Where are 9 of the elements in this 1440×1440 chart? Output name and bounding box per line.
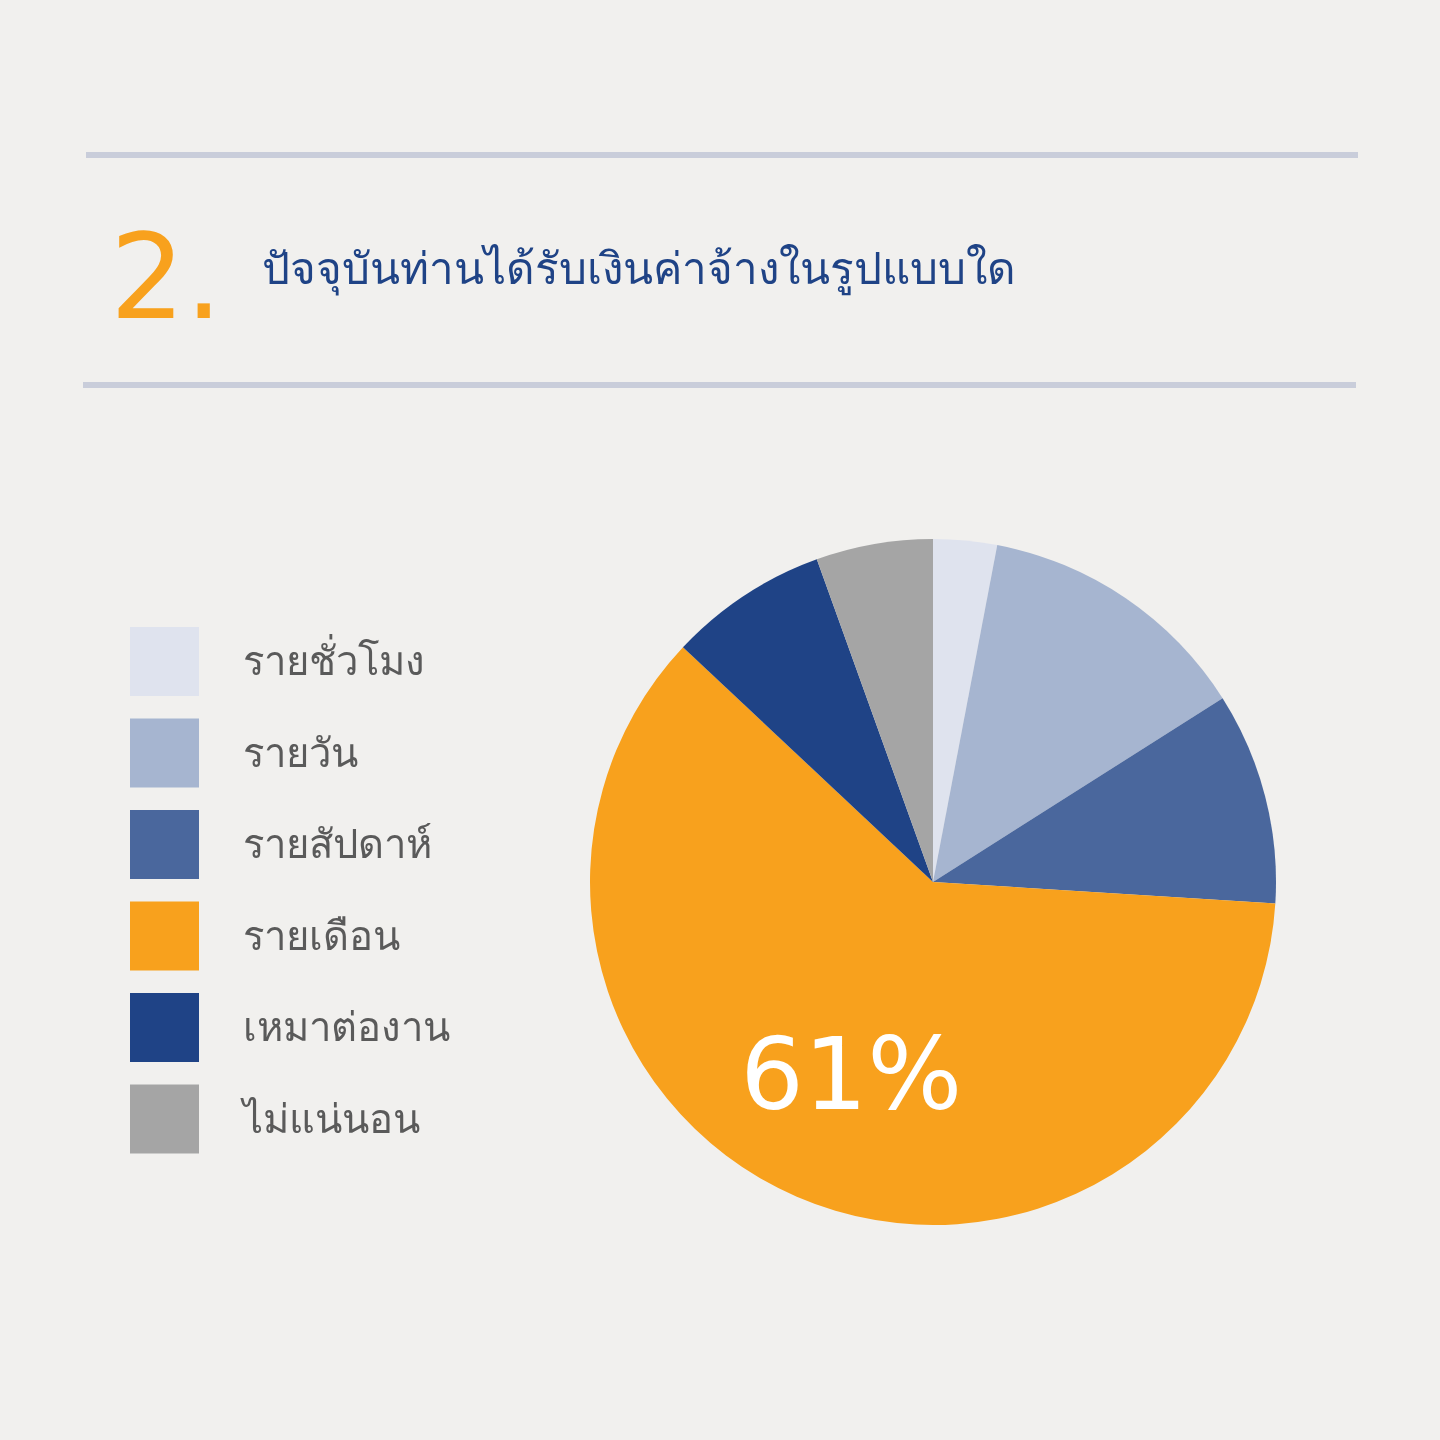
legend-label: ไม่แน่นอน [240,1095,420,1142]
legend-label: เหมาต่องาน [243,1004,450,1050]
legend-label: รายเดือน [243,912,400,959]
legend-label: รายสัปดาห์ [243,821,432,867]
chart-title: ปัจจุบันท่านได้รับเงินค่าจ้างในรูปแบบใด [262,243,1016,296]
data-label: 61% [740,1015,963,1133]
legend-label: รายชั่วโมง [243,634,425,684]
text: 2. [110,208,223,346]
legend-label: รายวัน [243,729,358,776]
